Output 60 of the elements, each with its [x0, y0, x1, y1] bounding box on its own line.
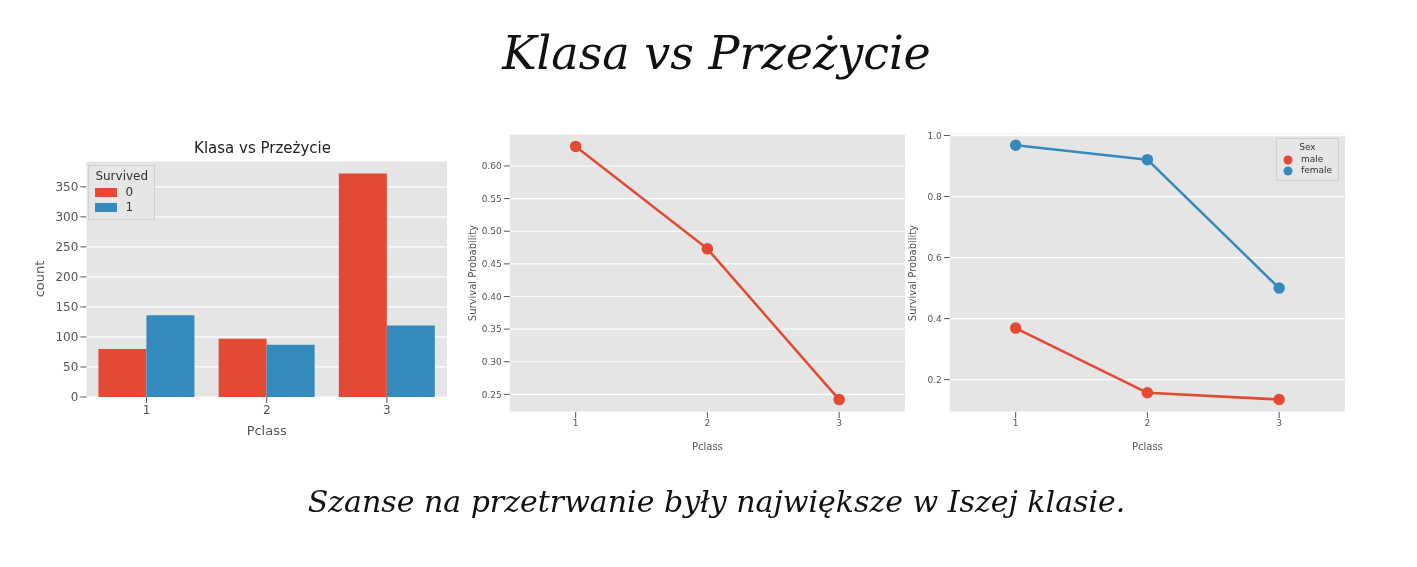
x-tick-label: 2 [704, 418, 711, 429]
y-tick-label: 0.25 [481, 389, 502, 400]
y-tick-label: 0.6 [927, 252, 943, 263]
point [1141, 153, 1154, 166]
x-axis-title: Pclass [1131, 441, 1163, 452]
y-axis-title: Survival Probability [466, 224, 478, 322]
x-tick-label: 1 [572, 418, 579, 429]
text: Klasa vs Przeżycie [500, 26, 932, 80]
y-tick-label: 0.45 [481, 259, 502, 270]
legend-title: Survived [95, 169, 149, 185]
text: Szanse na przetrwanie były największe w Iszej klasie. [306, 484, 1127, 519]
x-tick-label: 3 [383, 402, 391, 417]
x-tick-label: 3 [1276, 418, 1282, 429]
x-axis-title: Pclass [691, 441, 723, 452]
y-tick-label: 350 [55, 180, 79, 195]
legend-title: Sex [1298, 142, 1317, 154]
y-tick-label: 0 [70, 390, 79, 405]
legend-label: 1 [125, 200, 134, 216]
y-axis-title: Survival Probability [906, 224, 918, 322]
y-tick-label: 1.0 [927, 130, 943, 141]
x-tick-label: 3 [836, 418, 842, 429]
y-tick-label: 0.2 [927, 374, 942, 385]
y-tick-label: 0.50 [481, 226, 503, 237]
y-tick-label: 0.30 [481, 356, 503, 367]
legend-label: female [1300, 165, 1332, 178]
point [1009, 139, 1022, 152]
y-tick-label: 50 [63, 360, 79, 375]
chart-title: Klasa vs Przeżycie [194, 139, 331, 157]
y-tick-label: 0.8 [927, 191, 943, 202]
y-tick-label: 150 [55, 300, 79, 315]
x-tick-label: 2 [1144, 418, 1151, 429]
y-axis-title: count [31, 260, 47, 298]
point [833, 393, 845, 406]
legend-label: 0 [125, 184, 134, 201]
point [1009, 322, 1022, 334]
point [1273, 282, 1285, 294]
bar [386, 325, 435, 397]
y-tick-label: 250 [55, 240, 79, 255]
bar [218, 338, 267, 397]
bar [146, 315, 195, 397]
point [701, 243, 714, 255]
y-tick-label: 200 [55, 270, 79, 285]
y-tick-label: 300 [55, 210, 79, 225]
bar [266, 344, 315, 397]
y-tick-label: 0.35 [481, 324, 502, 335]
bar [338, 173, 387, 397]
legend-label: male [1300, 153, 1324, 166]
point [569, 140, 582, 153]
x-tick-label: 1 [142, 402, 151, 417]
y-tick-label: 0.40 [481, 291, 503, 302]
x-axis-title: Pclass [246, 423, 287, 438]
y-tick-label: 100 [55, 330, 79, 345]
y-tick-label: 0.60 [481, 161, 503, 172]
bar [98, 348, 147, 397]
point [1141, 387, 1154, 399]
x-tick-label: 1 [1012, 418, 1019, 429]
y-tick-label: 0.4 [927, 313, 943, 324]
point [1273, 393, 1285, 406]
x-tick-label: 2 [262, 402, 271, 417]
y-tick-label: 0.55 [481, 193, 502, 204]
